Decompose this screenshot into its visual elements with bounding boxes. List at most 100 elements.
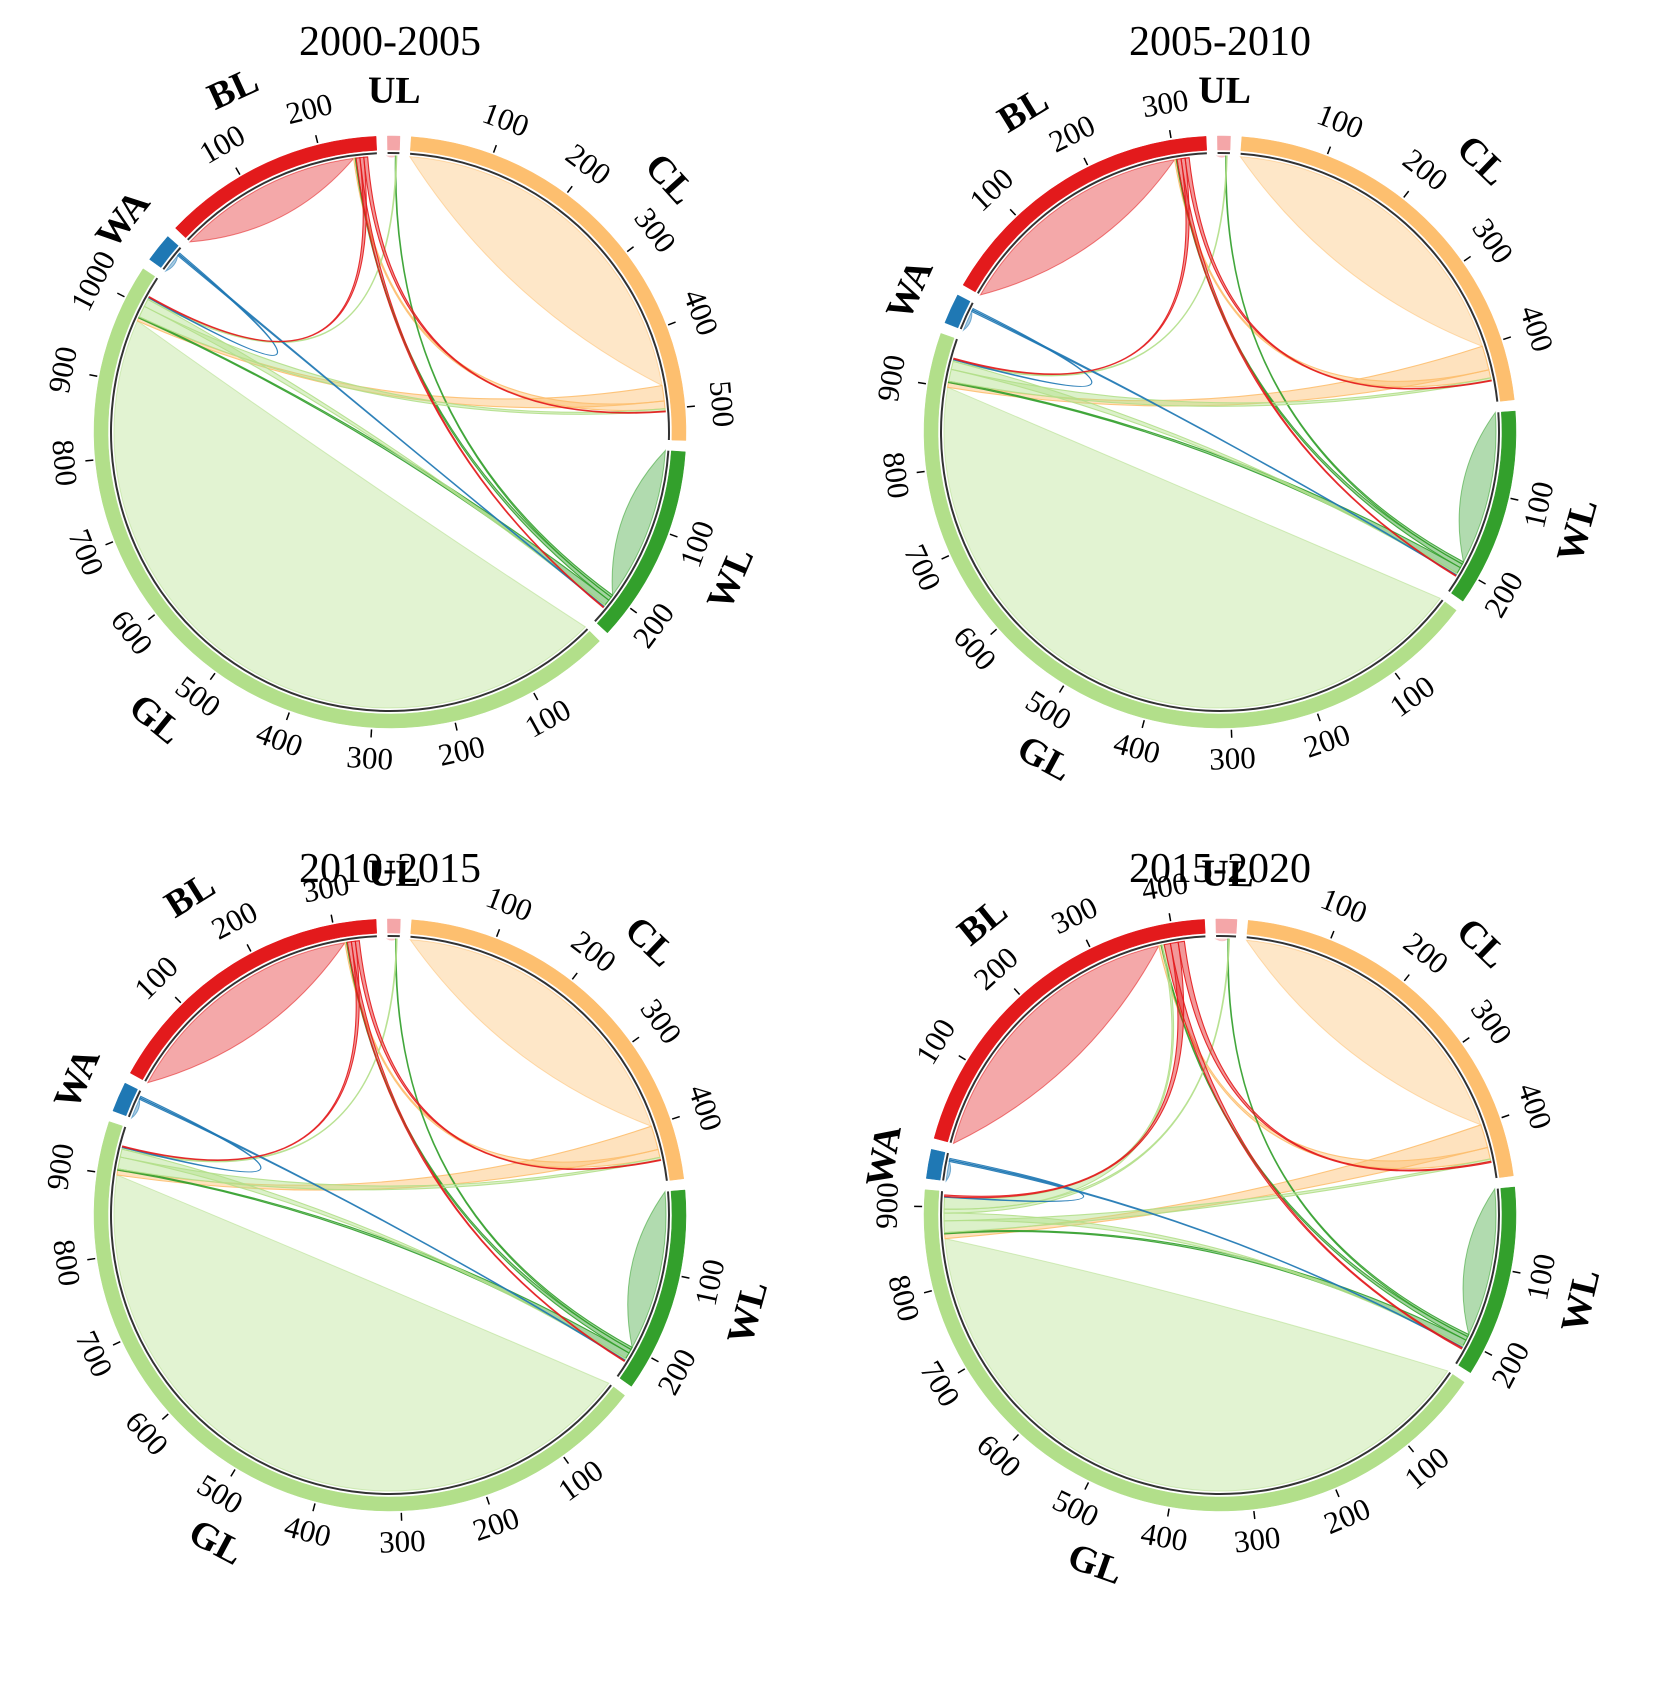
- sector-label: BL: [201, 59, 265, 118]
- tick-mark: [1168, 913, 1172, 922]
- sector-label: WA: [87, 182, 158, 257]
- tick-mark: [533, 692, 539, 701]
- tick-mark: [330, 914, 334, 923]
- tick-label: 200: [1397, 925, 1455, 981]
- ribbon-ul-ul: [385, 938, 398, 941]
- tick-label: 100: [1316, 881, 1372, 931]
- sector-label: UL: [368, 852, 421, 895]
- tick-label: 200: [435, 729, 488, 773]
- ribbon-gl-gl: [944, 1238, 1449, 1492]
- tick-mark: [923, 1290, 932, 1294]
- tick-label: 600: [118, 1404, 175, 1462]
- tick-mark: [957, 1368, 966, 1374]
- ribbon-cl-gl: [944, 1124, 1489, 1240]
- tick-label: 100: [193, 117, 251, 171]
- tick-label: 600: [970, 1427, 1028, 1484]
- tick-mark: [1253, 1510, 1256, 1520]
- ribbon-cl-bl: [353, 157, 666, 412]
- chord-panel-3: 2010-2015UL100200300400CL100200WL1002003…: [39, 846, 776, 1574]
- sector-label: WA: [46, 1042, 109, 1115]
- tick-label: 500: [1047, 1482, 1104, 1534]
- sector-label: CL: [617, 908, 684, 975]
- tick-label: 900: [870, 352, 912, 404]
- sector-wa: WA: [46, 1042, 142, 1118]
- ribbon-gl-cl: [138, 305, 666, 415]
- tick-mark: [174, 996, 182, 1004]
- sector-label: WA: [858, 1122, 910, 1190]
- ribbon-wa-gl: [147, 252, 279, 356]
- tick-mark: [941, 555, 950, 560]
- tick-label: 200: [626, 596, 682, 654]
- tick-mark: [116, 292, 125, 298]
- tick-label: 300: [1464, 993, 1519, 1051]
- tick-mark: [230, 1469, 236, 1477]
- sector-inner-ring: [387, 935, 400, 938]
- tick-label: 1000: [63, 245, 122, 316]
- ribbon-bl-cl: [354, 940, 662, 1171]
- ribbon-gl-gl: [113, 1174, 610, 1492]
- tick-mark: [686, 405, 695, 408]
- tick-label: 200: [1396, 141, 1454, 197]
- sector-ul: UL: [1201, 852, 1254, 938]
- ribbon-bl-cl: [363, 156, 666, 414]
- tick-label: 100: [1312, 96, 1368, 145]
- sector-label: GL: [1010, 727, 1078, 790]
- tick-mark: [566, 185, 573, 194]
- ribbon-gl-wl: [119, 1148, 627, 1361]
- tick-mark: [105, 541, 114, 546]
- sector-band: [923, 1189, 1465, 1512]
- tick-mark: [112, 1341, 121, 1346]
- tick-mark: [492, 144, 498, 153]
- tick-mark: [87, 1257, 96, 1261]
- tick-label: 100: [1398, 1440, 1456, 1497]
- ribbon-bl-wl: [1163, 942, 1463, 1350]
- tick-label: 100: [1383, 668, 1441, 724]
- tick-mark: [681, 1275, 690, 1279]
- sector-inner-ring: [959, 302, 974, 330]
- ribbon-wl-ul: [1227, 938, 1470, 1338]
- tick-label: 300: [378, 1523, 426, 1560]
- tick-label: 300: [1465, 212, 1520, 270]
- tick-mark: [1316, 713, 1321, 722]
- tick-label: 100: [1519, 1251, 1562, 1303]
- tick-label: 100: [478, 95, 534, 144]
- ribbon-cl-gl: [947, 345, 1490, 407]
- tick-mark: [669, 533, 678, 538]
- sector-wa: WA: [858, 1122, 949, 1190]
- ribbon-wl-ul: [394, 155, 614, 598]
- tick-mark: [1326, 146, 1332, 155]
- tick-label: 200: [559, 136, 617, 192]
- tick-label: 800: [46, 1237, 87, 1288]
- tick-mark: [916, 470, 925, 474]
- tick-label: 200: [1319, 1491, 1375, 1541]
- tick-label: 400: [1110, 725, 1164, 771]
- tick-label: 200: [1484, 1336, 1536, 1393]
- tick-mark: [1462, 1036, 1470, 1043]
- sector-label: WL: [1553, 1265, 1609, 1336]
- ribbons: [943, 938, 1497, 1492]
- ribbon-cl-cl: [1239, 156, 1484, 348]
- chord-panel-4: 2015-2020UL100200300400CL100200WL1002003…: [858, 846, 1609, 1593]
- sector-band: [149, 236, 179, 268]
- tick-label: 100: [519, 691, 577, 744]
- ribbon-wl-ul: [395, 938, 633, 1351]
- sector-band: [93, 268, 600, 729]
- ribbon-wl-bl: [354, 157, 612, 601]
- tick-label: 200: [468, 1500, 523, 1548]
- tick-mark: [161, 1413, 169, 1420]
- tick-label: 100: [962, 161, 1020, 218]
- tick-mark: [1503, 336, 1512, 341]
- ribbon-gl-gl: [113, 320, 587, 709]
- ribbon-wl-bl: [1160, 944, 1469, 1341]
- ribbon-wa-wa: [130, 1097, 141, 1120]
- tick-mark: [1083, 157, 1089, 166]
- sector-inner-ring: [942, 1152, 949, 1181]
- tick-mark: [1012, 1434, 1020, 1441]
- tick-mark: [1085, 939, 1091, 948]
- tick-label: 400: [1139, 865, 1191, 907]
- sector-label: CL: [1448, 910, 1515, 977]
- tick-mark: [485, 1496, 490, 1505]
- ribbons: [113, 155, 666, 709]
- ribbon-gl-wl: [943, 1212, 1464, 1348]
